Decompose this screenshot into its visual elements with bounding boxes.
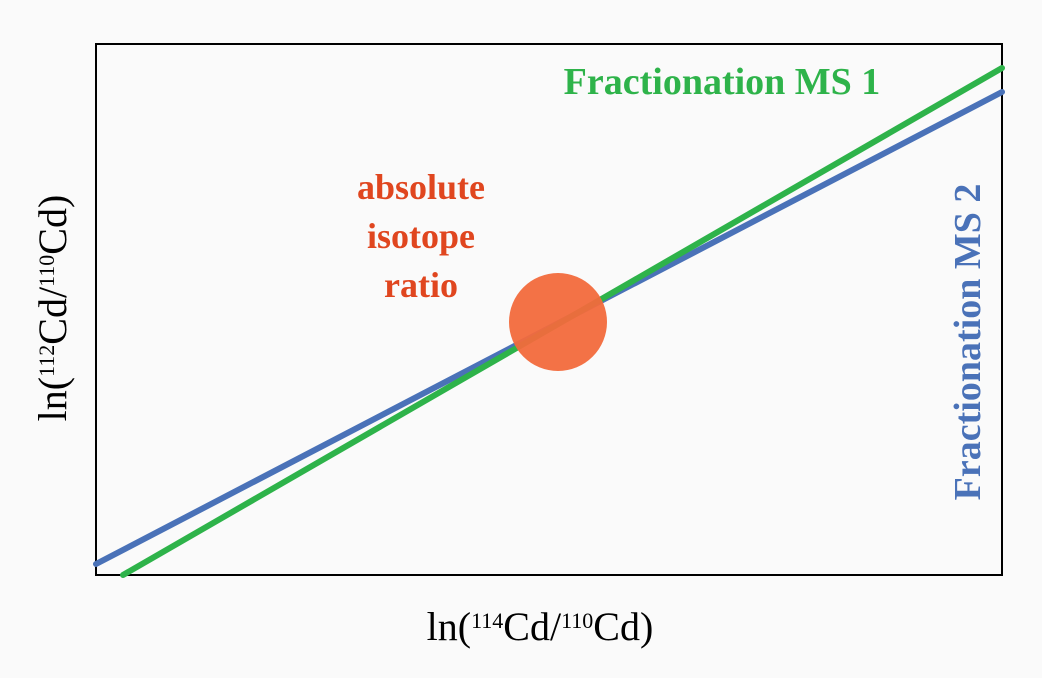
absolute-isotope-ratio-label: absolute isotope ratio [357,167,485,305]
intersection-label-line3: ratio [384,265,458,305]
x-axis-label: ln(114Cd/110Cd) [427,604,654,649]
plot-frame [95,43,1003,576]
absolute-isotope-ratio-marker [509,273,607,371]
intersection-label-line1: absolute [357,167,485,207]
y-axis-label: ln(112Cd/110Cd) [30,195,75,422]
fractionation-ms2-label: Fractionation MS 2 [947,184,989,501]
intersection-label-line2: isotope [367,216,475,256]
fractionation-ms1-label: Fractionation MS 1 [564,61,881,103]
